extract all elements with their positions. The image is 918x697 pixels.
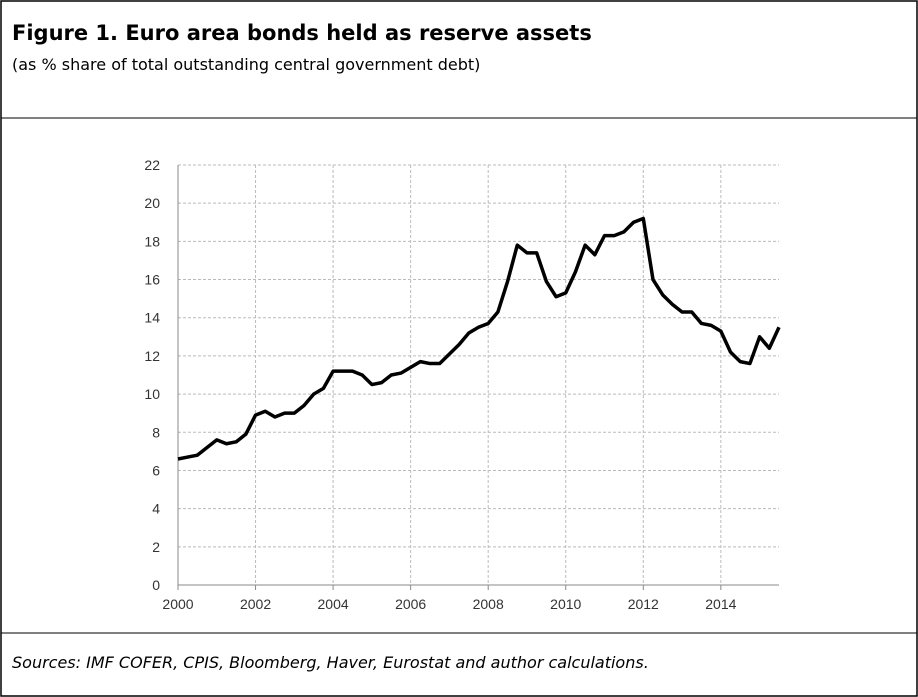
- y-tick-label: 10: [144, 386, 160, 402]
- chart-subtitle: (as % share of total outstanding central…: [12, 55, 480, 74]
- x-tick-label: 2000: [162, 596, 193, 612]
- y-tick-label: 8: [152, 424, 160, 440]
- x-tick-label: 2002: [240, 596, 271, 612]
- data-line: [177, 216, 781, 461]
- y-tick-label: 6: [152, 462, 160, 478]
- y-tick-label: 16: [144, 272, 160, 288]
- y-tick-label: 14: [144, 310, 160, 326]
- y-tick-label: 4: [152, 501, 160, 517]
- x-tick-label: 2008: [473, 596, 504, 612]
- source-note: Sources: IMF COFER, CPIS, Bloomberg, Hav…: [12, 653, 649, 672]
- y-tick-label: 0: [152, 577, 160, 593]
- x-tick-label: 2014: [705, 596, 736, 612]
- chart-title: Figure 1. Euro area bonds held as reserv…: [12, 21, 592, 45]
- x-tick-label: 2004: [318, 596, 349, 612]
- x-tick-label: 2006: [395, 596, 426, 612]
- y-tick-label: 20: [144, 195, 160, 211]
- x-tick-label: 2010: [550, 596, 581, 612]
- y-tick-label: 18: [144, 233, 160, 249]
- y-tick-label: 2: [152, 539, 160, 555]
- x-tick-label: 2012: [628, 596, 659, 612]
- y-tick-label: 22: [144, 157, 160, 173]
- y-tick-label: 12: [144, 348, 160, 364]
